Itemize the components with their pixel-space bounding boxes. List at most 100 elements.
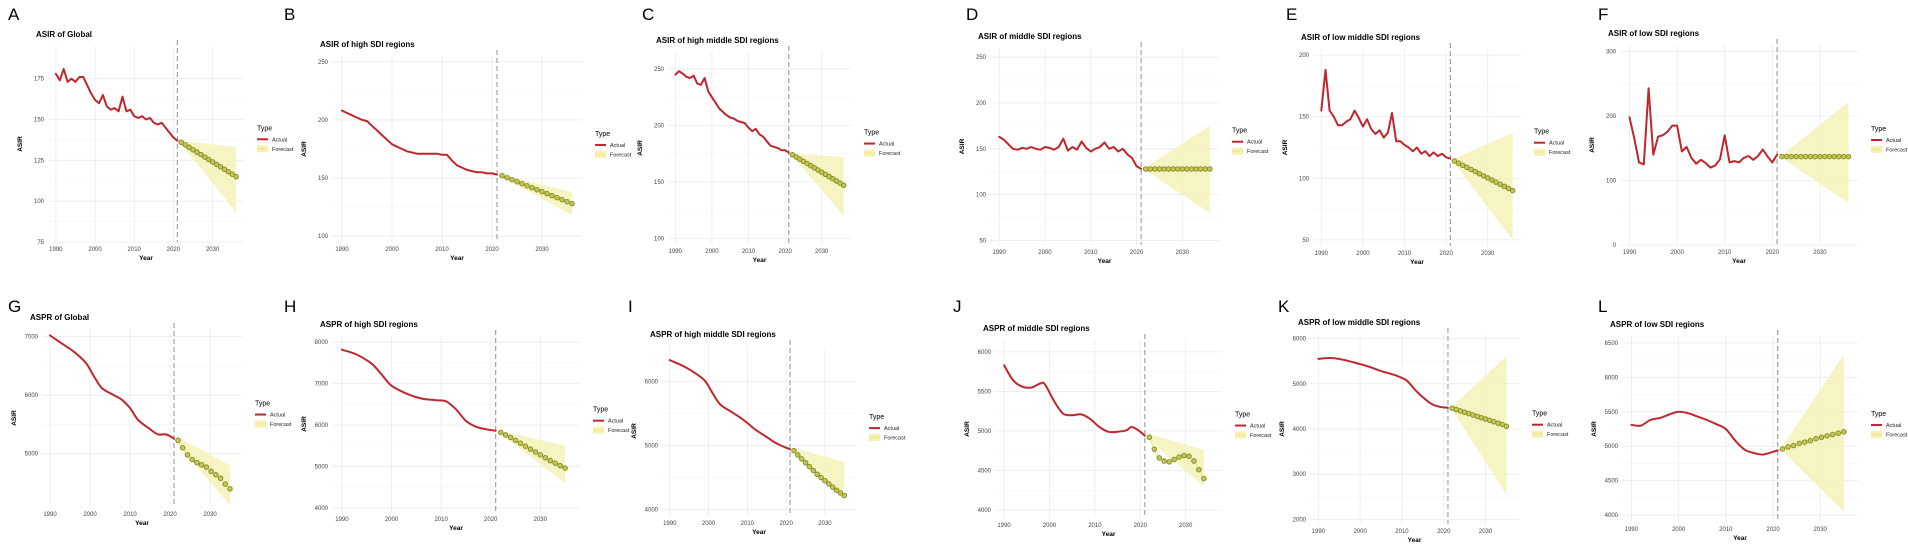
y-tick-label: 250 — [654, 67, 665, 73]
forecast-point — [810, 467, 817, 474]
forecast-point — [1841, 429, 1847, 435]
x-tick-label: 1990 — [1315, 251, 1329, 257]
y-axis-label: ASIR — [959, 138, 966, 154]
forecast-point — [1793, 153, 1799, 160]
x-tick-label: 2020 — [1439, 251, 1453, 257]
y-tick-label: 6000 — [645, 379, 659, 385]
forecast-point — [562, 465, 568, 471]
x-tick-label: 2030 — [1481, 251, 1495, 257]
forecast-point — [1179, 166, 1186, 172]
legend-title: Type — [1235, 412, 1250, 419]
forecast-point — [1152, 166, 1158, 172]
forecast-point — [1472, 168, 1478, 175]
y-axis-label: ASIR — [301, 416, 308, 432]
y-tick-label: 6500 — [1605, 341, 1619, 347]
y-tick-label: 4500 — [1605, 479, 1619, 485]
x-tick-label: 2020 — [485, 247, 499, 253]
forecast-confidence-band — [181, 140, 237, 213]
forecast-point — [1785, 444, 1791, 450]
forecast-point — [1171, 456, 1177, 463]
forecast-point — [1156, 455, 1163, 461]
legend-title: Type — [593, 407, 608, 414]
x-tick-label: 2020 — [1130, 250, 1144, 256]
forecast-point — [524, 182, 530, 189]
x-tick-label: 2020 — [778, 249, 792, 255]
chart-panel-k: K ASPR of low middle SDI regions 2000 3000 4… — [1278, 297, 1569, 544]
forecast-point — [1779, 153, 1785, 160]
forecast-confidence-band — [1454, 132, 1513, 240]
forecast-point — [1835, 430, 1842, 436]
chart-title: ASPR of low SDI regions — [1610, 320, 1705, 329]
forecast-point — [184, 452, 191, 458]
panel-letter: J — [953, 297, 962, 316]
legend-title: Type — [869, 414, 884, 421]
x-axis-label: Year — [139, 255, 153, 262]
panel-letter: H — [284, 297, 296, 316]
forecast-point — [190, 146, 196, 153]
x-tick-label: 2010 — [1395, 529, 1409, 535]
x-tick-label: 2030 — [535, 247, 549, 253]
forecast-point — [1813, 435, 1819, 442]
y-tick-label: 6000 — [25, 393, 39, 399]
x-tick-label: 2000 — [705, 249, 719, 255]
grid — [1620, 45, 1858, 246]
legend-title: Type — [257, 125, 272, 132]
forecast-point — [840, 182, 847, 189]
legend-label-actual: Actual — [272, 137, 287, 143]
x-tick-label: 2010 — [741, 521, 755, 527]
forecast-point — [1142, 166, 1149, 172]
forecast-point — [1201, 475, 1207, 482]
forecast-point — [549, 192, 555, 199]
forecast-point — [225, 169, 232, 175]
legend-title: Type — [864, 130, 879, 137]
legend-label-forecast: Forecast — [1250, 433, 1272, 439]
forecast-point — [527, 446, 534, 452]
y-tick-label: 300 — [1606, 49, 1617, 55]
chart-panel-i: I ASPR of high middle SDI regions 4000 5000… — [628, 297, 906, 536]
x-axis-label: Year — [1733, 535, 1747, 542]
forecast-point — [802, 460, 809, 466]
forecast-point — [1197, 166, 1204, 172]
forecast-point — [791, 447, 797, 454]
forecast-point — [1468, 166, 1474, 173]
forecast-point — [569, 200, 575, 207]
y-tick-label: 5500 — [978, 389, 992, 395]
y-tick-label: 5000 — [978, 429, 992, 435]
y-tick-label: 150 — [654, 180, 665, 186]
chart-title: ASPR of low middle SDI regions — [1298, 318, 1421, 327]
x-tick-label: 2010 — [123, 512, 137, 518]
x-tick-label: 2030 — [203, 512, 217, 518]
forecast-point — [194, 459, 200, 466]
forecast-point — [1497, 181, 1503, 188]
legend-title: Type — [1871, 126, 1886, 133]
x-tick-label: 2000 — [88, 247, 102, 253]
x-tick-label: 2030 — [815, 249, 829, 255]
forecast-point — [499, 172, 505, 179]
panel-letter: A — [8, 5, 20, 24]
x-tick-label: 2010 — [742, 249, 756, 255]
forecast-point — [229, 171, 235, 177]
forecast-point — [522, 443, 529, 449]
legend-title: Type — [1534, 129, 1549, 136]
chart-title: ASIR of low SDI regions — [1608, 29, 1700, 38]
forecast-point — [806, 463, 813, 470]
forecast-confidence-band — [1452, 356, 1507, 495]
forecast-point — [1480, 173, 1487, 179]
forecast-point — [504, 174, 510, 181]
forecast-point — [1831, 153, 1837, 160]
forecast-point — [203, 464, 210, 470]
forecast-point — [1161, 166, 1167, 172]
forecast-point — [798, 456, 805, 462]
forecast-point — [519, 180, 525, 187]
legend-label-forecast: Forecast — [1247, 149, 1269, 155]
y-tick-label: 100 — [34, 199, 45, 205]
legend-title: Type — [255, 401, 270, 408]
x-tick-label: 2010 — [1719, 527, 1733, 533]
forecast-point — [233, 173, 239, 180]
forecast-confidence-band — [500, 430, 566, 484]
forecast-point — [198, 462, 205, 468]
forecast-point — [507, 434, 514, 441]
y-tick-label: 200 — [318, 118, 329, 124]
x-tick-label: 2030 — [1814, 527, 1828, 533]
